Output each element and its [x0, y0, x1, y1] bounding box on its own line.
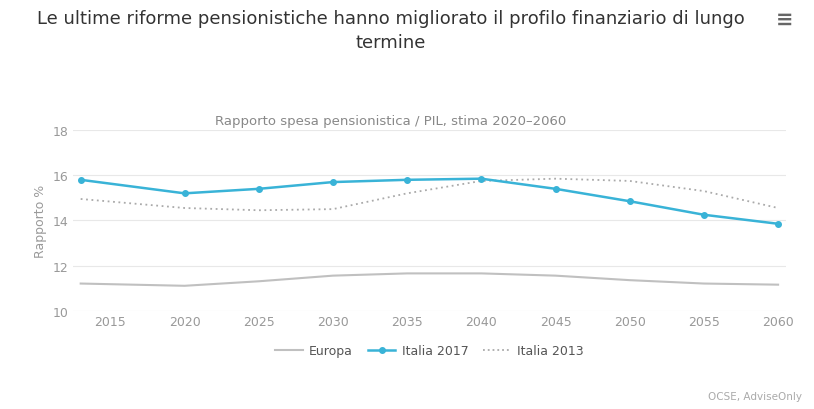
Legend: Europa, Italia 2017, Italia 2013: Europa, Italia 2017, Italia 2013 — [270, 339, 589, 362]
Text: ≡: ≡ — [777, 10, 794, 30]
Y-axis label: Rapporto %: Rapporto % — [34, 184, 47, 257]
Text: Rapporto spesa pensionistica / PIL, stima 2020–2060: Rapporto spesa pensionistica / PIL, stim… — [215, 115, 567, 128]
Text: Le ultime riforme pensionistiche hanno migliorato il profilo finanziario di lung: Le ultime riforme pensionistiche hanno m… — [37, 10, 745, 52]
Text: OCSE, AdviseOnly: OCSE, AdviseOnly — [708, 391, 802, 401]
